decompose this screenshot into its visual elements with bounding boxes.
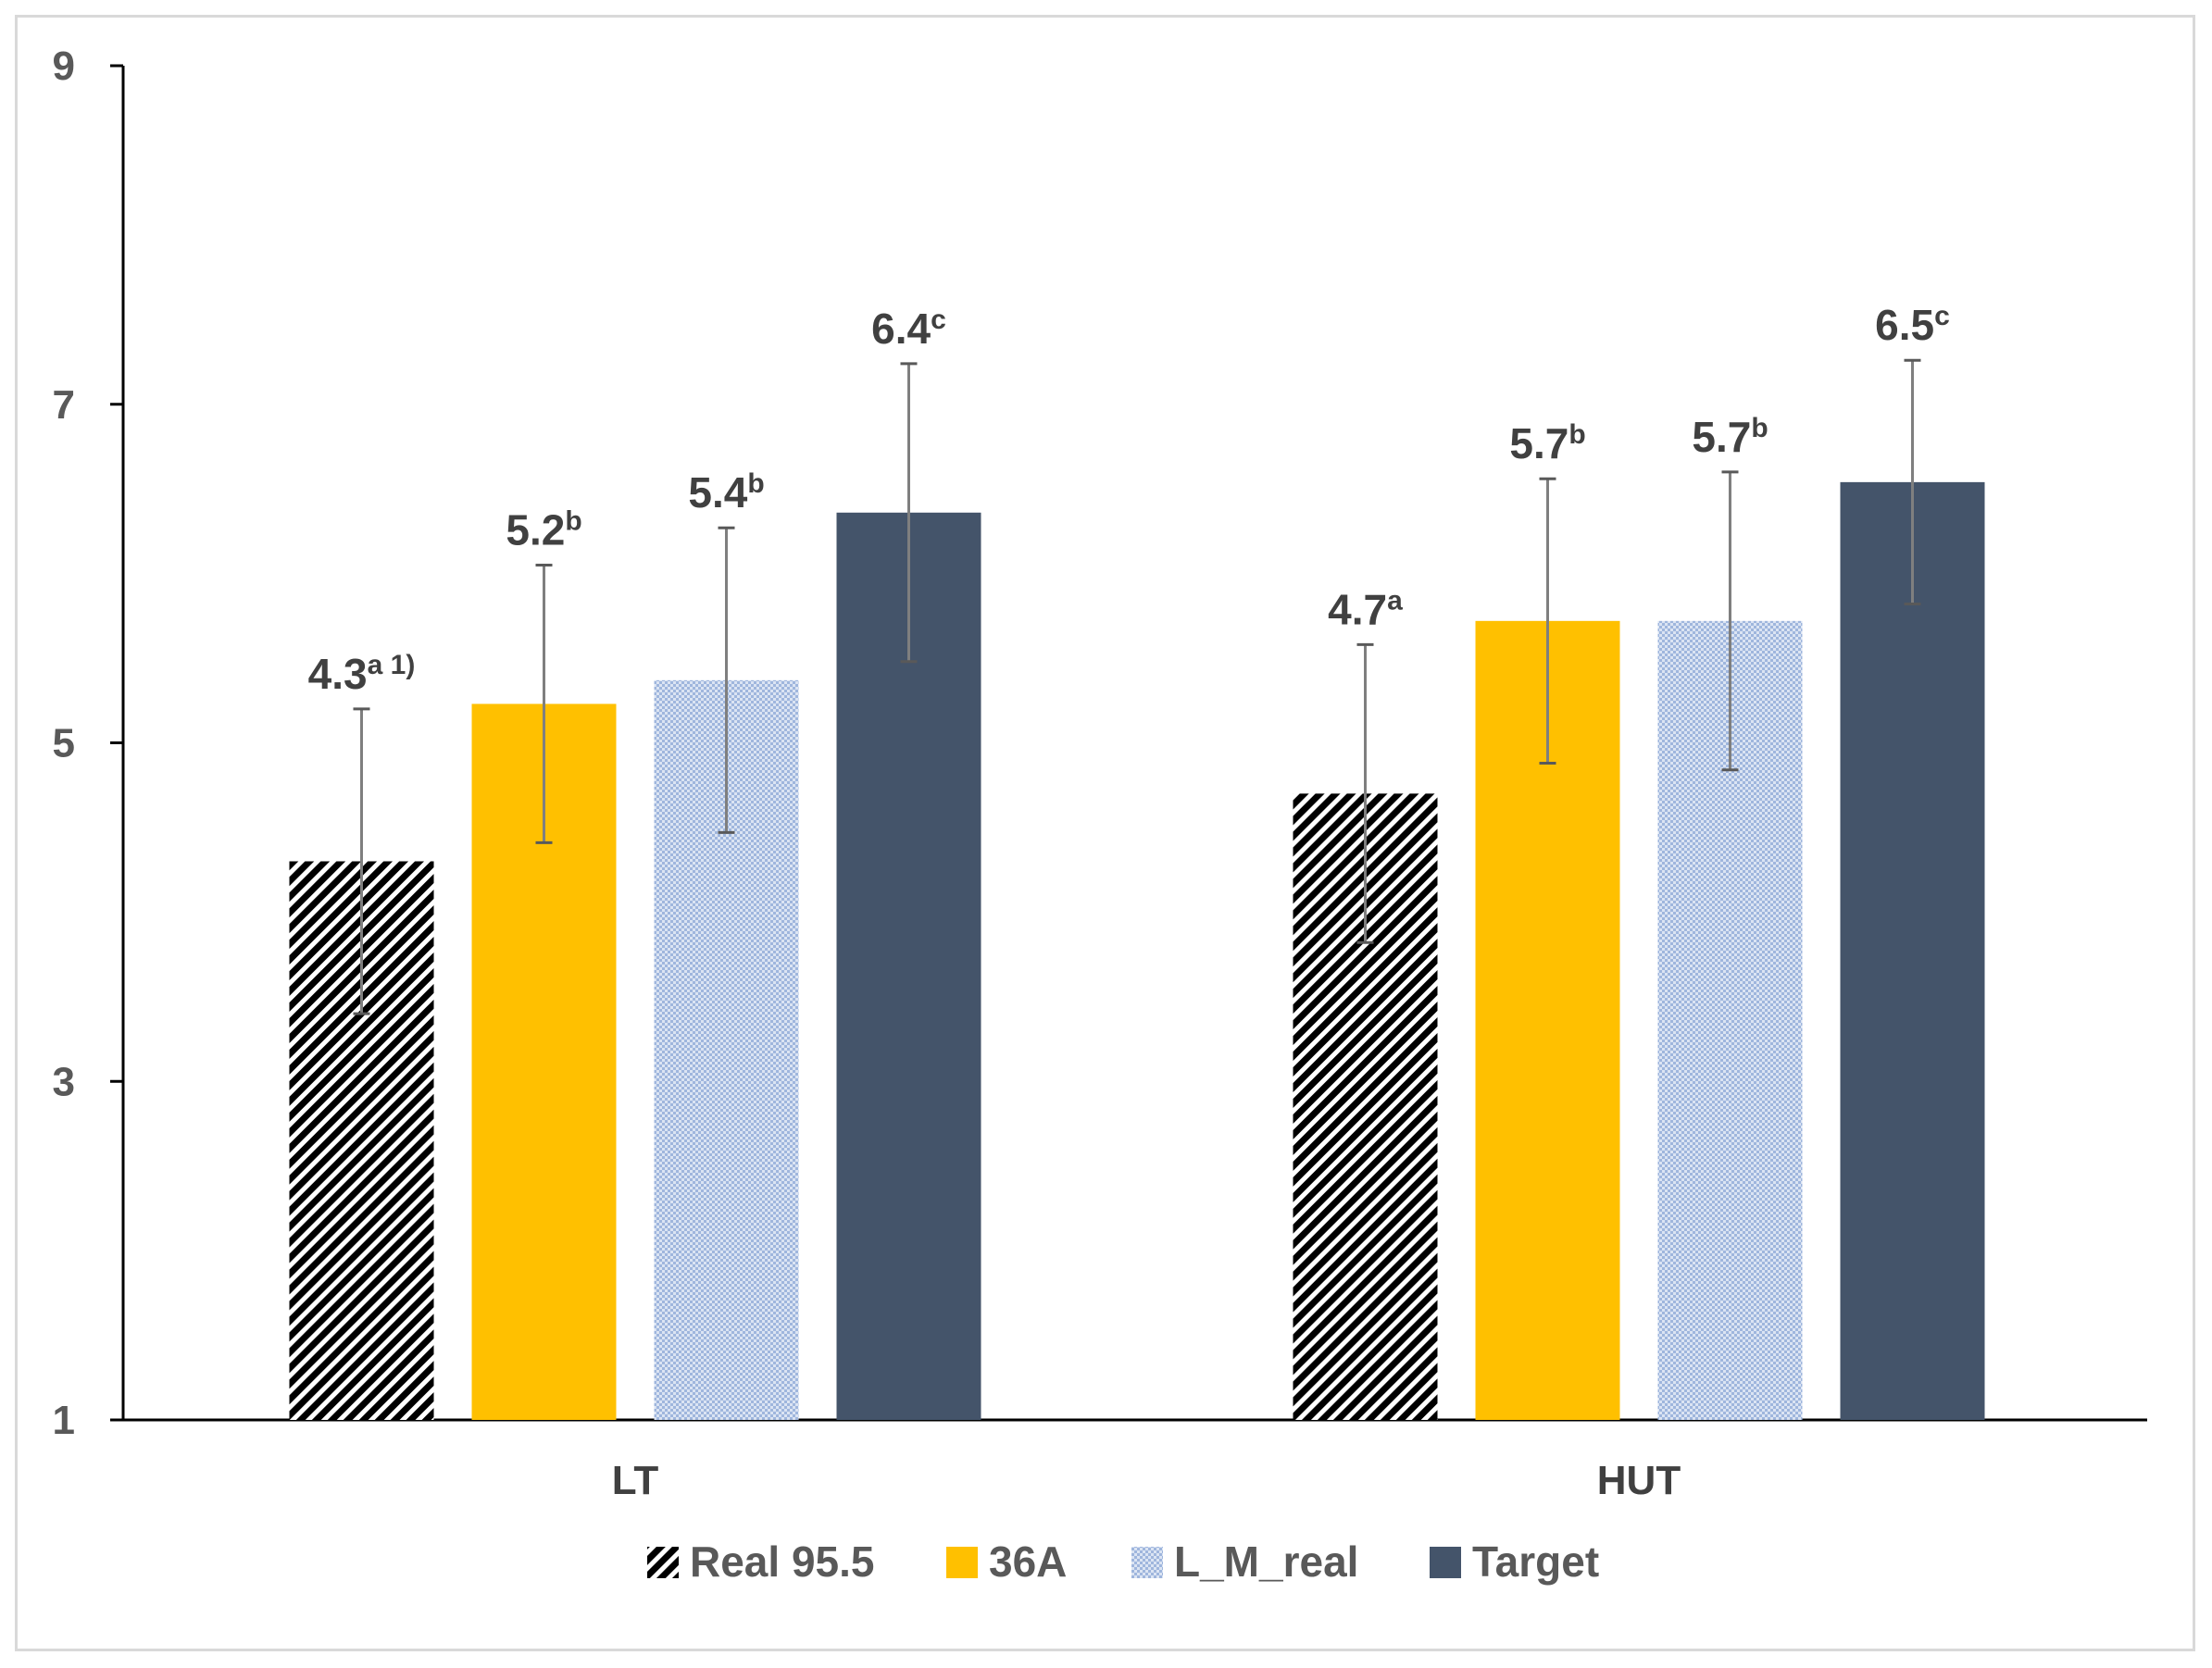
- error-bar: [353, 707, 370, 1015]
- error-bar: [535, 563, 553, 844]
- legend-swatch: [1430, 1547, 1461, 1578]
- legend-label: L_M_real: [1174, 1537, 1358, 1586]
- data-labels: 4.3a 1) 5.2b 5.4b 6.4c 4.7a 5.7b 5.7b 6.5c: [308, 301, 1950, 698]
- x-tick-label: LT: [612, 1458, 659, 1503]
- bar-chart: 1 3 5 7 9 LT HUT 4.3a 1) 5.2b 5.4b 6.4c 4.7a 5.7b 5.…: [53, 44, 2147, 1586]
- legend-item: L_M_real: [1131, 1537, 1358, 1586]
- data-label: 4.3a 1): [308, 650, 416, 698]
- data-label: 5.7b: [1692, 413, 1768, 461]
- y-tick-label: 1: [53, 1398, 75, 1443]
- x-tick-label: HUT: [1597, 1458, 1681, 1503]
- data-label: 6.5c: [1875, 301, 1950, 349]
- legend-swatch: [647, 1547, 679, 1578]
- data-label: 4.7a: [1328, 585, 1403, 633]
- legend-label: 36A: [989, 1537, 1067, 1586]
- legend-item: 36A: [946, 1537, 1067, 1586]
- data-label: 5.2b: [506, 505, 581, 554]
- legend-item: Target: [1430, 1537, 1599, 1586]
- error-bar: [1356, 642, 1374, 944]
- legend-swatch: [1131, 1547, 1163, 1578]
- error-bar: [1721, 470, 1739, 772]
- error-bars: [353, 358, 1921, 1015]
- chart-frame: 1 3 5 7 9 LT HUT 4.3a 1) 5.2b 5.4b 6.4c 4.7a 5.7b 5.…: [15, 15, 2195, 1651]
- axes: 1 3 5 7 9 LT HUT: [53, 44, 2147, 1503]
- error-bar: [1539, 477, 1556, 765]
- legend-item: Real 95.5: [647, 1537, 874, 1586]
- y-tick-label: 9: [53, 44, 75, 89]
- error-bar: [718, 526, 735, 834]
- bars: [289, 481, 1985, 1420]
- legend-label: Target: [1472, 1537, 1599, 1586]
- data-label: 5.4b: [688, 468, 764, 517]
- y-tick-label: 5: [53, 721, 75, 766]
- bar: [836, 512, 981, 1420]
- bar: [1840, 481, 1985, 1420]
- legend: Real 95.5 36A L_M_real Target: [647, 1537, 1599, 1586]
- legend-label: Real 95.5: [690, 1537, 874, 1586]
- error-bar: [900, 362, 918, 664]
- error-bar: [1904, 358, 1921, 606]
- data-label: 5.7b: [1509, 419, 1585, 467]
- data-label: 6.4c: [871, 305, 946, 353]
- y-tick-label: 3: [53, 1059, 75, 1104]
- y-tick-label: 7: [53, 382, 75, 428]
- legend-swatch: [946, 1547, 978, 1578]
